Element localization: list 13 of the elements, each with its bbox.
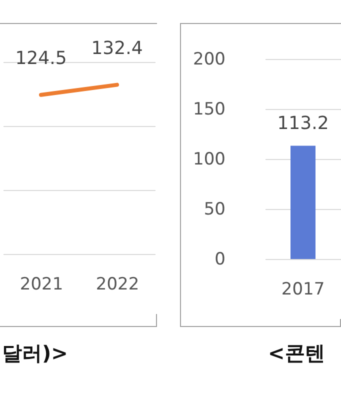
data-label: 113.2 — [277, 112, 329, 134]
y-tick-label: 0 — [214, 250, 226, 270]
x-tick-label: 2022 — [96, 274, 140, 294]
text: <콘텐 — [268, 340, 325, 367]
y-tick-label: 50 — [204, 200, 226, 220]
x-tick-label: 2017 — [281, 280, 325, 300]
x-tick-label: 2021 — [20, 274, 64, 294]
text: 달러)> — [2, 340, 68, 367]
data-label: 132.4 — [91, 38, 143, 59]
y-tick-label: 150 — [193, 100, 226, 120]
y-tick-label: 200 — [193, 50, 226, 70]
data-label: 124.5 — [15, 48, 67, 69]
y-tick-label: 100 — [193, 150, 226, 170]
